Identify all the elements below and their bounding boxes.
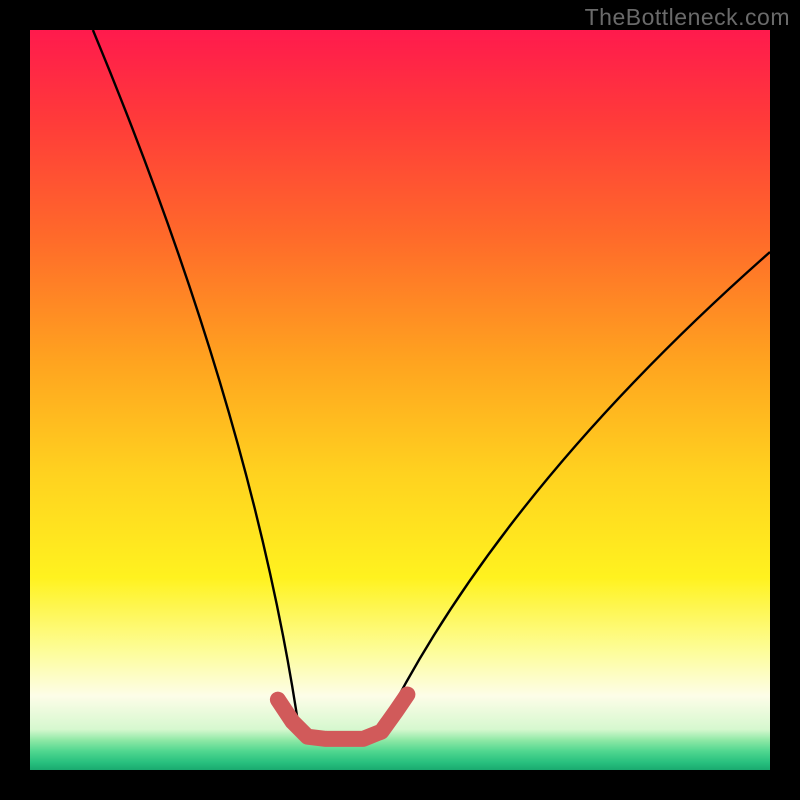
bottleneck-chart	[30, 30, 770, 770]
chart-background	[30, 30, 770, 770]
watermark: TheBottleneck.com	[585, 4, 790, 31]
